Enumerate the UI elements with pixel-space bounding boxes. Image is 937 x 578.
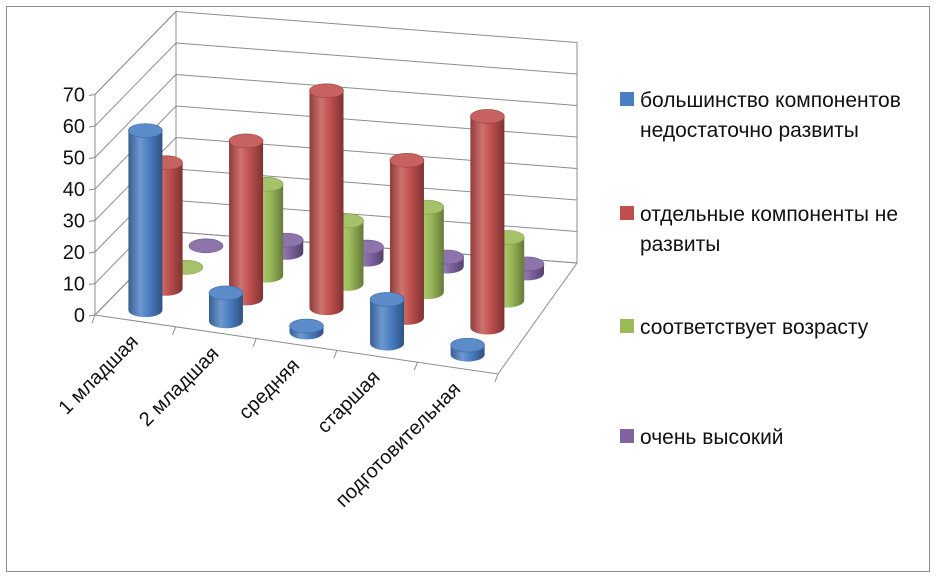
bar-1-3 [289, 318, 324, 340]
y-tick-label: 40 [63, 179, 85, 201]
bar-1-4 [369, 292, 405, 351]
x-tick-mark [252, 338, 257, 347]
y-tick-label: 10 [63, 274, 85, 296]
x-category-label: старшая [313, 366, 385, 438]
x-tick-mark [91, 314, 96, 324]
bar-2-2 [228, 133, 264, 306]
bar-4-1 [188, 238, 224, 254]
y-tick-mark [88, 314, 96, 317]
y-tick-mark [88, 188, 96, 191]
bar-1-2 [208, 285, 244, 329]
x-tick-mark [413, 362, 418, 371]
y-tick-label: 70 [63, 85, 85, 107]
x-tick-mark [333, 350, 338, 359]
bar-2-5 [470, 109, 505, 335]
legend-item-series-3: соответствует возрасту [620, 313, 925, 343]
legend-label-series-1: большинство компонентов недостаточно раз… [640, 89, 901, 142]
legend-swatch-series-4 [620, 429, 634, 443]
y-tick-mark [88, 220, 96, 222]
legend-swatch-series-3 [620, 319, 634, 333]
bar-1-1 [128, 123, 163, 318]
y-tick-label: 0 [74, 305, 85, 327]
gridline [94, 42, 578, 127]
y-tick-label: 30 [63, 211, 85, 233]
bar-1-5 [450, 337, 485, 362]
y-tick-mark [88, 251, 96, 254]
legend-label-series-3: соответствует возрасту [640, 316, 869, 339]
legend-item-series-4: очень высокий [620, 423, 925, 453]
chart-legend: большинство компонентов недостаточно раз… [620, 0, 930, 578]
y-tick-mark [88, 157, 96, 159]
x-category-label: средняя [235, 354, 304, 423]
legend-swatch-series-2 [620, 206, 634, 220]
x-tick-mark [172, 326, 177, 335]
bar-2-4 [389, 153, 425, 325]
chart-bars [128, 83, 545, 362]
legend-item-series-1: большинство компонентов недостаточно раз… [620, 86, 925, 146]
legend-swatch-series-1 [620, 92, 634, 106]
x-category-label: 1 младшая [55, 331, 143, 419]
gridline [94, 73, 578, 158]
y-tick-mark [88, 125, 96, 128]
legend-label-series-4: очень высокий [640, 426, 784, 449]
bar-2-3 [309, 83, 344, 316]
y-tick-label: 60 [63, 116, 85, 138]
legend-label-series-2: отдельные компоненты не развиты [640, 203, 899, 256]
gridline [94, 10, 578, 95]
gridline [94, 136, 578, 221]
y-tick-label: 50 [63, 148, 85, 170]
y-tick-mark [88, 94, 96, 96]
gridline [94, 105, 578, 190]
x-category-label: 2 младшая [135, 343, 223, 431]
x-tick-mark [494, 373, 499, 383]
y-tick-mark [88, 283, 96, 285]
y-tick-label: 20 [63, 242, 85, 264]
chart-gridlines [88, 10, 578, 317]
legend-item-series-2: отдельные компоненты не развиты [620, 200, 925, 260]
y-axis-ticks: 0 10 20 30 40 50 60 70 [63, 85, 85, 328]
